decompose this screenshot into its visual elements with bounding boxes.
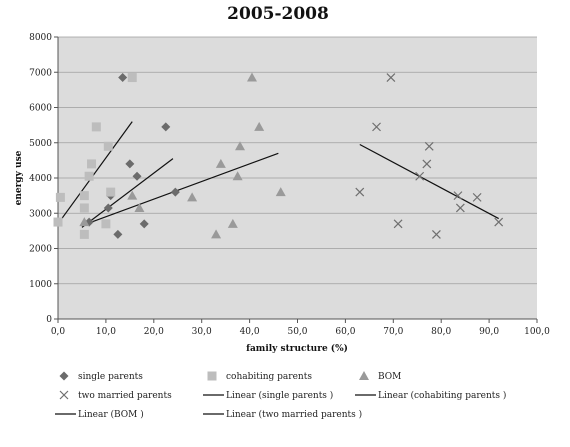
- data-point: [125, 159, 135, 169]
- data-point: [472, 192, 482, 202]
- y-tick-label: 1000: [29, 280, 52, 290]
- data-point: [431, 229, 441, 239]
- data-point: [232, 171, 243, 181]
- data-point: [127, 73, 137, 83]
- x-tick-label: 30,0: [192, 327, 212, 337]
- chart-title: 2005-2008: [227, 4, 329, 24]
- data-point: [235, 141, 246, 151]
- data-point: [106, 187, 116, 197]
- y-tick-label: 8000: [29, 33, 52, 43]
- trendline: [81, 152, 279, 227]
- legend-marker: [359, 371, 369, 380]
- x-tick-label: 80,0: [431, 327, 451, 337]
- y-tick-label: 6000: [29, 104, 52, 114]
- y-tick-label: 5000: [29, 139, 52, 149]
- data-point: [453, 191, 463, 201]
- x-tick-label: 50,0: [287, 327, 307, 337]
- x-tick-label: 10,0: [96, 327, 116, 337]
- data-point: [132, 171, 142, 181]
- data-point: [372, 122, 381, 132]
- x-tick-label: 0,0: [51, 327, 66, 337]
- data-point: [393, 219, 403, 229]
- x-tick-label: 70,0: [383, 327, 403, 337]
- legend-marker: [59, 371, 69, 381]
- trendlines: [57, 121, 499, 228]
- legend-label: Linear (two married parents ): [226, 409, 362, 420]
- x-tick-label: 20,0: [144, 327, 164, 337]
- data-point: [161, 122, 171, 132]
- data-point: [79, 191, 89, 201]
- legend-label: Linear (single parents ): [226, 390, 333, 401]
- y-tick-label: 4000: [29, 174, 52, 184]
- data-point: [246, 72, 257, 82]
- data-point: [79, 229, 89, 239]
- data-point: [127, 190, 138, 200]
- data-point: [422, 159, 432, 169]
- data-point: [79, 217, 90, 227]
- data-point: [84, 171, 94, 181]
- legend-label: single parents: [78, 372, 143, 382]
- legend-marker: [207, 371, 217, 381]
- data-point: [211, 229, 222, 239]
- data-point: [118, 73, 128, 83]
- data-point: [455, 203, 465, 213]
- data-point: [386, 73, 396, 82]
- data-point: [494, 217, 504, 227]
- data-point: [139, 219, 149, 229]
- data-point: [55, 192, 65, 202]
- x-tick-label: 60,0: [335, 327, 355, 337]
- legend-label: Linear (BOM ): [78, 409, 144, 420]
- legend-label: cohabiting parents: [226, 372, 312, 382]
- trendline: [57, 121, 133, 225]
- legend-label: two married parents: [78, 391, 172, 401]
- data-point: [424, 141, 434, 151]
- data-point: [215, 158, 226, 168]
- data-point: [87, 159, 97, 169]
- x-tick-label: 100,0: [524, 327, 550, 337]
- data-point: [113, 229, 123, 239]
- y-axis-label: energy use: [14, 150, 24, 205]
- data-point: [227, 218, 238, 228]
- y-tick-label: 0: [46, 315, 52, 325]
- x-tick-label: 90,0: [479, 327, 499, 337]
- data-point: [103, 203, 113, 213]
- legend-label: BOM: [378, 372, 401, 382]
- data-points: [53, 72, 504, 239]
- y-tick-label: 7000: [29, 68, 52, 78]
- data-point: [101, 219, 111, 229]
- data-point: [187, 192, 198, 202]
- data-point: [79, 203, 89, 213]
- data-point: [134, 202, 145, 212]
- x-tick-label: 40,0: [240, 327, 260, 337]
- data-point: [254, 121, 265, 131]
- data-point: [275, 187, 286, 197]
- legend-marker: [59, 390, 69, 400]
- legend-label: Linear (cohabiting parents ): [378, 390, 506, 401]
- axes: 0 1000 2000 3000 4000 5000 6000 7000 8000 0,0 10,0…: [29, 33, 550, 337]
- trendline: [81, 158, 174, 228]
- data-point: [91, 122, 101, 132]
- data-point: [170, 187, 180, 197]
- data-point: [53, 217, 63, 227]
- data-point: [355, 187, 365, 197]
- trendline: [359, 143, 499, 220]
- data-point: [103, 141, 113, 151]
- x-axis-label: family structure (%): [246, 343, 348, 354]
- legend: single parents cohabiting parents BOM two m…: [55, 371, 506, 420]
- y-tick-label: 2000: [29, 245, 52, 255]
- data-point: [415, 171, 425, 181]
- y-tick-label: 3000: [29, 209, 52, 219]
